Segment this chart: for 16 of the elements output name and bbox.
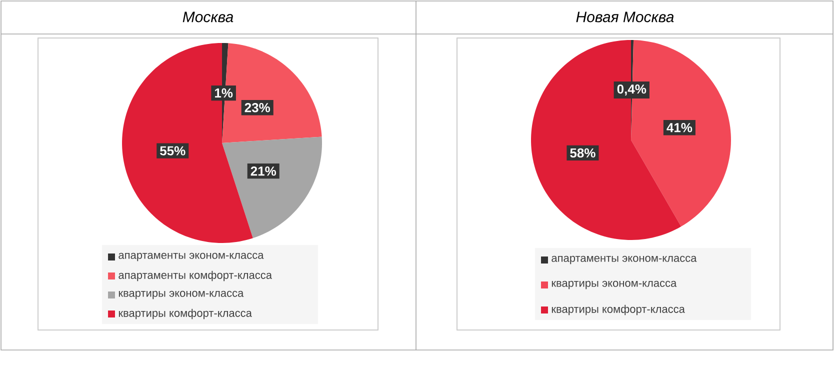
data-label: 58% <box>570 148 596 158</box>
legend-label: квартиры комфорт-класса <box>552 304 685 316</box>
legend-label: квартиры эконом-класса <box>552 280 677 290</box>
chart-title: Новая Москва <box>576 12 674 22</box>
legend-label: апартаменты эконом-класса <box>118 252 264 262</box>
data-label: 23% <box>244 103 270 112</box>
data-label: 41% <box>666 123 692 132</box>
data-label: 1% <box>215 88 233 98</box>
data-label: 55% <box>160 146 186 156</box>
data-label: 0,4% <box>617 84 646 96</box>
data-label: 21% <box>250 166 276 176</box>
legend-label: апартаменты эконом-класса <box>552 256 697 264</box>
legend-label: квартиры эконом-класса <box>118 290 244 300</box>
chart-title: Москва <box>182 12 234 22</box>
legend-label: апартаменты комфорт-класса <box>118 270 272 282</box>
legend-label: квартиры комфорт-класса <box>118 308 252 320</box>
